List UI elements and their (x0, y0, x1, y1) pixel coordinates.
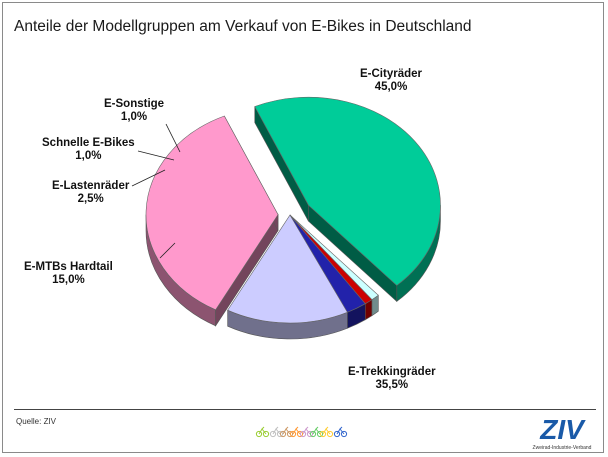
bicycle-icon (309, 426, 324, 438)
chart-title: Anteile der Modellgruppen am Verkauf von… (14, 18, 472, 35)
slice-label-mtbs-hardtail: E-MTBs Hardtail 15,0% (24, 261, 113, 286)
slice-label-sonstige: E-Sonstige 1,0% (104, 98, 165, 123)
bicycle-icon (279, 426, 294, 438)
leader-line-mtbs-hardtail (159, 242, 176, 259)
source-note: Quelle: ZIV (16, 417, 57, 426)
slice-mtbs-hardtail (227, 214, 348, 324)
bicycle-icon (299, 426, 314, 438)
slice-cityraeder (254, 96, 441, 286)
slice-label-schnelle-ebikes: Schnelle E-Bikes 1,0% (42, 137, 135, 162)
leader-line-sonstige (165, 123, 181, 153)
logo-text: ZIV (539, 414, 586, 445)
logo-subtitle: Zweirad-Industrie-Verband (533, 445, 592, 451)
footer-divider (14, 409, 596, 410)
bicycle-icon (269, 426, 284, 438)
slice-label-cityraeder: E-Cityräder 45,0% (360, 68, 422, 93)
bicycle-icon-row (255, 426, 348, 438)
bicycle-icon (289, 426, 304, 438)
slice-trekkingraeder (145, 115, 279, 311)
leader-line-schnelle-ebikes (137, 150, 175, 161)
bicycle-icon (319, 426, 334, 438)
slice-sonstige (289, 214, 379, 301)
leader-line-lastenraeder (131, 169, 166, 187)
bicycle-icon (255, 426, 270, 438)
bicycle-icon (333, 426, 348, 438)
slice-label-trekkingraeder: E-Trekkingräder 35,5% (348, 366, 436, 391)
slice-label-lastenraeder: E-Lastenräder 2,5% (52, 180, 130, 205)
ziv-logo: ZIV Zweirad-Industrie-Verband (533, 414, 592, 451)
